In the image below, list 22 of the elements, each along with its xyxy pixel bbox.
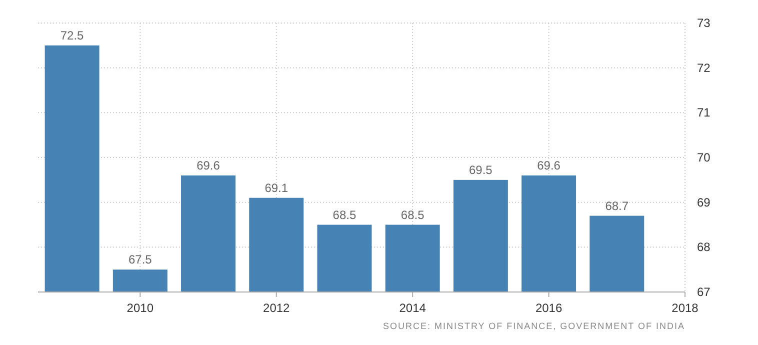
y-tick-label: 68 [697,240,711,254]
data-label: 68.7 [605,198,629,213]
x-tick-label: 2018 [672,301,699,315]
data-label: 68.5 [400,208,425,222]
source-note: SOURCE: MINISTRY OF FINANCE, GOVERNMENT OF INDIA [382,321,685,331]
y-tick-label: 70 [697,150,711,164]
y-tick-label: 67 [697,285,711,299]
data-label: 69.1 [264,180,288,195]
y-tick-label: 73 [697,16,711,30]
y-tick-label: 72 [697,60,711,75]
data-label: 69.6 [537,158,561,172]
y-tick-label: 71 [697,106,711,120]
x-tick-label: 2012 [263,301,290,315]
data-label: 67.5 [128,252,152,267]
x-tick-label: 2016 [535,301,562,315]
x-tick-label: 2014 [399,301,426,315]
x-tick-label: 2010 [126,301,154,315]
data-label: 69.5 [469,162,493,177]
data-label: 72.5 [60,28,84,42]
data-label: 68.5 [332,208,356,222]
y-tick-label: 69 [697,195,711,210]
data-label: 69.6 [196,158,220,172]
